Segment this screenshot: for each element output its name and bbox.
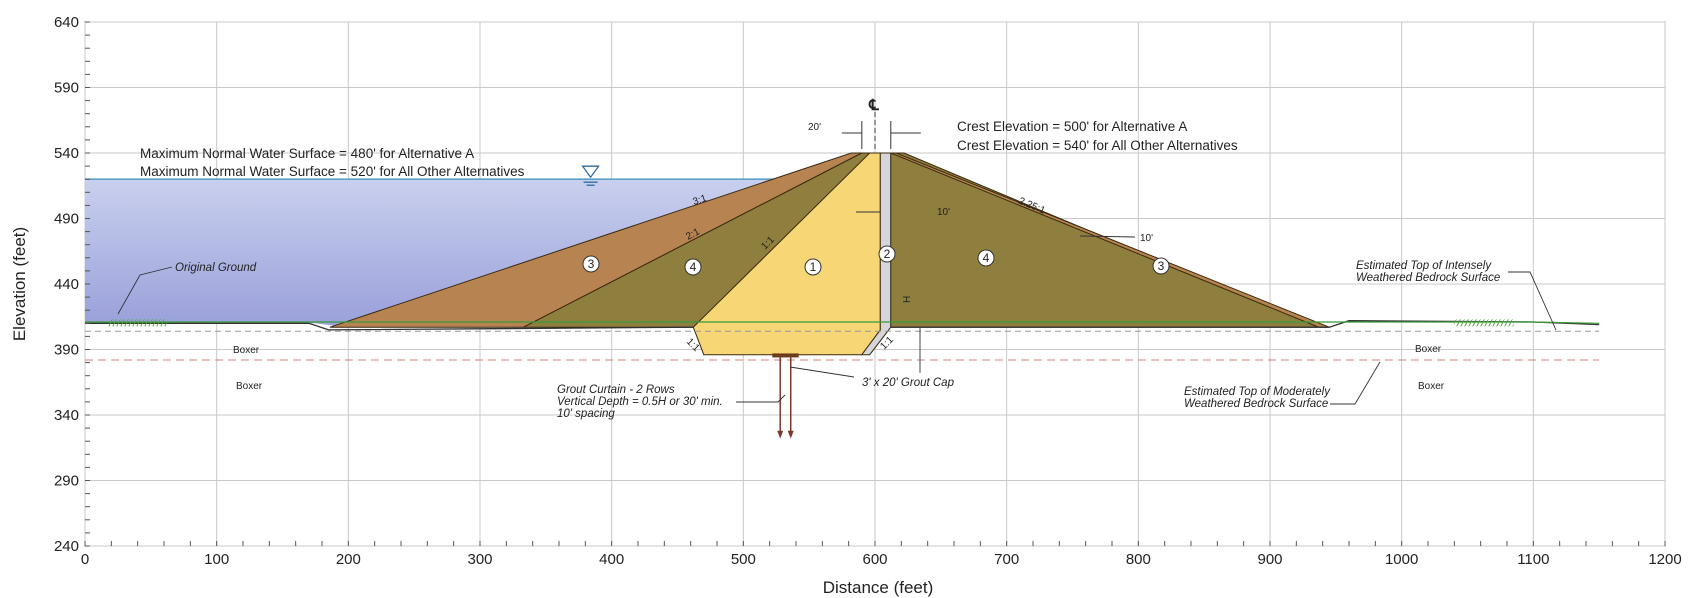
- x-tick-label-100: 100: [204, 551, 229, 568]
- svg-text:3: 3: [1158, 259, 1165, 273]
- grout-curtain-label-1: Grout Curtain - 2 Rows: [557, 384, 675, 396]
- zone-marker-4-right: 4: [977, 249, 995, 267]
- grass-hatch-right: [1454, 319, 1514, 327]
- svg-text:2: 2: [884, 247, 891, 261]
- x-tick-label-300: 300: [467, 551, 492, 568]
- y-axis-ticks: 240 290 340 390 440 490 540 590 640: [54, 14, 90, 555]
- zone-marker-3-left: 3: [582, 255, 600, 273]
- leader-shell-thickness: [1079, 235, 1136, 238]
- zone-marker-4-left: 4: [684, 258, 702, 276]
- y-tick-label-290: 290: [54, 473, 79, 490]
- crest-dimension-lines: [841, 109, 921, 149]
- filter-width-label: 10': [937, 207, 950, 218]
- x-tick-label-900: 900: [1257, 551, 1282, 568]
- y-tick-label-340: 340: [54, 407, 79, 424]
- leader-grout-cap: [789, 366, 855, 378]
- leader-intense-bedrock: [1508, 271, 1557, 331]
- water-surface-symbol: [581, 165, 600, 186]
- zone-marker-3-right: 3: [1152, 257, 1170, 275]
- x-tick-label-1200: 1200: [1648, 551, 1681, 568]
- boxer-label-lower-right: Boxer: [1418, 381, 1445, 392]
- boxer-label-upper-left: Boxer: [233, 345, 260, 356]
- water-note-line-1: Maximum Normal Water Surface = 480' for …: [140, 146, 474, 161]
- excavation-depth-label: H: [902, 296, 913, 303]
- y-axis-label: Elevation (feet): [10, 227, 29, 341]
- intense-bedrock-label-2: Weathered Bedrock Surface: [1356, 272, 1500, 284]
- moderate-bedrock-label-2: Weathered Bedrock Surface: [1184, 398, 1328, 410]
- zone-marker-1: 1: [804, 258, 822, 276]
- x-tick-label-800: 800: [1126, 551, 1151, 568]
- svg-text:4: 4: [690, 260, 697, 274]
- crest-note-line-1: Crest Elevation = 500' for Alternative A: [957, 119, 1187, 134]
- x-tick-label-200: 200: [336, 551, 361, 568]
- svg-text:1: 1: [810, 260, 817, 274]
- x-tick-label-0: 0: [81, 551, 89, 568]
- ground-surface-vegetation-line: [85, 321, 1600, 324]
- shell-thickness-label: 10': [1140, 233, 1153, 244]
- x-tick-label-1000: 1000: [1385, 551, 1418, 568]
- grout-curtain-arrow-1: [777, 430, 784, 439]
- svg-text:4: 4: [983, 251, 990, 265]
- water-note-line-2: Maximum Normal Water Surface = 520' for …: [140, 164, 525, 179]
- leader-grout-curtain: [736, 394, 786, 403]
- y-tick-label-540: 540: [54, 145, 79, 162]
- grout-cap: [772, 353, 799, 358]
- y-tick-label-240: 240: [54, 538, 79, 555]
- leader-original-ground: [117, 266, 173, 315]
- crest-width-label: 20': [808, 122, 821, 133]
- zone-marker-2: 2: [878, 245, 896, 263]
- crest-note-line-2: Crest Elevation = 540' for All Other Alt…: [957, 138, 1238, 153]
- svg-text:3: 3: [588, 257, 595, 271]
- grout-curtain-arrow-2: [787, 430, 794, 439]
- x-tick-label-400: 400: [599, 551, 624, 568]
- x-axis-label: Distance (feet): [823, 578, 934, 597]
- slope-label-upstream-outer: 3:1: [692, 193, 709, 208]
- water-symbol-triangle: [581, 165, 600, 179]
- x-tick-label-700: 700: [994, 551, 1019, 568]
- grout-curtain-label-2: Vertical Depth = 0.5H or 30' min.: [557, 396, 723, 408]
- y-tick-label-490: 490: [54, 211, 79, 228]
- x-tick-label-1100: 1100: [1517, 551, 1549, 568]
- intense-bedrock-label-1: Estimated Top of Intensely: [1356, 260, 1492, 272]
- grout-curtain-label-3: 10' spacing: [557, 408, 615, 420]
- leader-moderate-bedrock: [1330, 361, 1381, 405]
- annotation-leader-lines: [117, 211, 1557, 405]
- grass-hatch-left: [108, 319, 167, 327]
- boxer-label-lower-left: Boxer: [236, 381, 263, 392]
- moderate-bedrock-label-1: Estimated Top of Moderately: [1184, 386, 1331, 398]
- reservoir-water: [85, 179, 777, 326]
- grout-cap-label: 3' x 20' Grout Cap: [862, 377, 955, 389]
- y-tick-label-390: 390: [54, 342, 79, 359]
- original-ground-label: Original Ground: [175, 262, 257, 274]
- y-tick-label-590: 590: [54, 80, 79, 97]
- x-axis-ticks: 0 100 200 300 400 500 600 700 800 900 1000 1100 1200: [81, 541, 1682, 568]
- original-ground-line-left: [85, 322, 694, 331]
- x-tick-label-600: 600: [862, 551, 887, 568]
- y-tick-label-640: 640: [54, 14, 79, 31]
- centerline-label: ℄: [868, 97, 879, 114]
- x-tick-label-500: 500: [731, 551, 756, 568]
- boxer-label-upper-right: Boxer: [1415, 344, 1442, 355]
- y-tick-label-440: 440: [54, 276, 79, 293]
